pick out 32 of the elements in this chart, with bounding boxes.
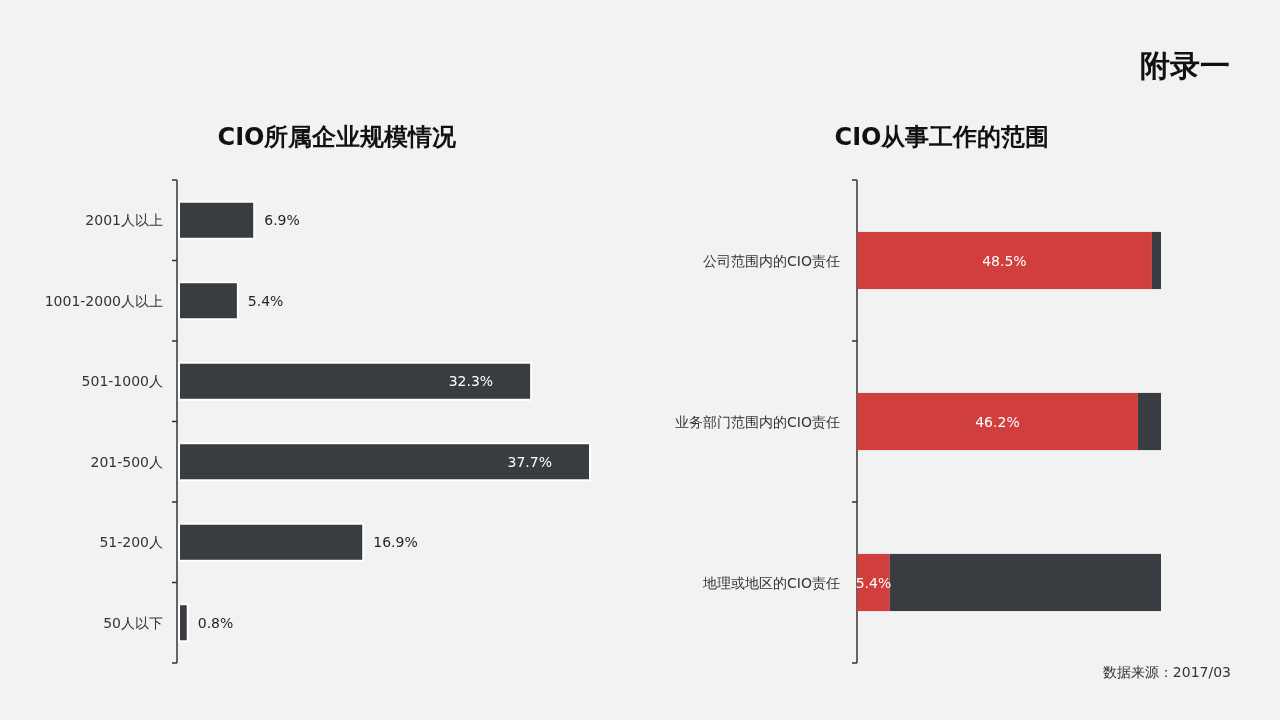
y-tick-label: 50人以下 [103,614,163,631]
data-label: 0.8% [197,614,234,631]
bar [889,553,1161,612]
bar [178,361,533,401]
y-tick-label: 51-200人 [99,534,163,551]
y-tick-label: 201-500人 [90,453,163,470]
chart-title: CIO所属企业规模情况 [217,123,458,151]
y-tick-label: 业务部门范围内的CIO责任 [675,413,840,430]
bar [857,392,1138,451]
bar [1151,231,1161,290]
y-tick-label: 501-1000人 [81,373,163,390]
bar [178,281,239,321]
chart-title: CIO从事工作的范围 [834,123,1050,151]
source-note: 数据来源：2017/03 [1102,664,1231,680]
y-tick-label: 1001-2000人以上 [44,292,163,309]
y-tick-label: 地理或地区的CIO责任 [702,574,840,591]
data-label: 6.9% [264,212,300,229]
data-label: 46.2% [975,413,1020,430]
data-label: 48.5% [982,252,1027,269]
text: 附录一 [1140,48,1230,83]
bar [178,442,591,482]
data-label: 16.9% [373,534,418,551]
bar [178,200,256,240]
y-tick-label: 2001人以上 [85,212,163,229]
data-label: 32.3% [448,373,494,390]
data-label: 37.7% [507,453,552,470]
bar [857,231,1152,290]
bar [178,522,365,562]
bar [178,603,189,643]
data-label: 5.4% [247,292,284,309]
bar [1137,392,1161,451]
y-tick-label: 公司范围内的CIO责任 [703,252,840,269]
